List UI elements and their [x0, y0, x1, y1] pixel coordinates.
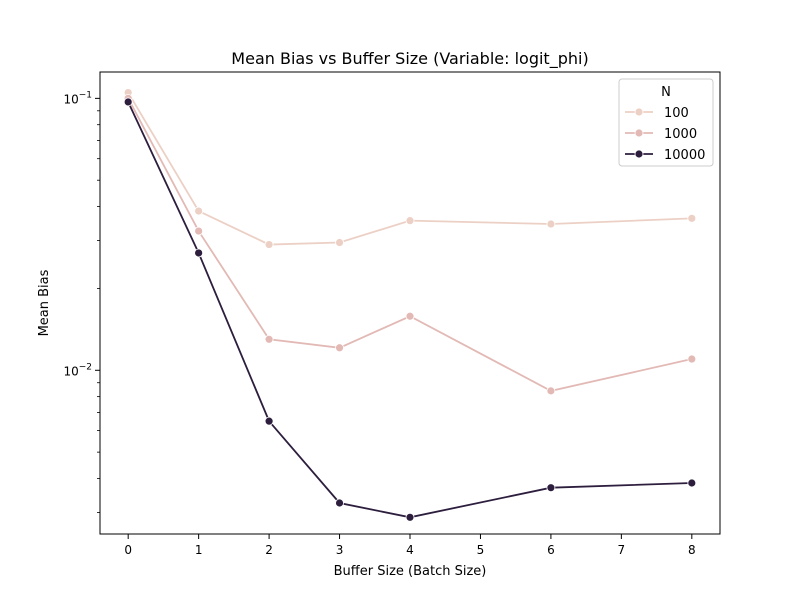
data-point-10000 [405, 512, 415, 522]
y-tick-base: 10 [63, 92, 78, 106]
data-point-100 [194, 206, 204, 216]
x-tick-label: 7 [618, 543, 626, 557]
data-point-10000 [546, 483, 556, 493]
y-tick-exponent: −2 [79, 362, 92, 372]
series-layer [123, 88, 697, 522]
data-point-1000 [687, 354, 697, 364]
data-point-100 [264, 240, 274, 249]
data-point-1000 [335, 343, 344, 353]
x-tick-label: 8 [688, 543, 696, 557]
y-axis-label: Mean Bias [37, 269, 52, 336]
series-line-1000 [127, 97, 693, 392]
x-axis-label: Buffer Size (Batch Size) [334, 564, 487, 579]
legend-entry-label: 1000 [664, 127, 697, 142]
legend: N 100 1000 10000 [618, 78, 714, 167]
x-tick-label: 0 [124, 543, 132, 557]
data-point-100 [335, 238, 344, 247]
series-line-10000 [127, 101, 692, 519]
legend-swatch-marker [634, 107, 644, 117]
data-point-10000 [264, 416, 274, 426]
legend-entry-label: 100 [664, 106, 689, 121]
data-point-1000 [264, 334, 274, 344]
data-point-100 [405, 216, 415, 226]
legend-entry-label: 10000 [664, 148, 705, 163]
data-point-100 [546, 219, 556, 229]
y-tick-exponent: −1 [79, 90, 92, 100]
data-point-10000 [335, 498, 344, 508]
y-tick-base: 10 [63, 364, 78, 378]
data-point-100 [687, 213, 697, 223]
y-tick-label: 10−2 [63, 362, 92, 378]
data-point-1000 [194, 226, 204, 236]
legend-swatch-marker [634, 149, 644, 159]
data-point-10000 [123, 97, 133, 107]
x-tick-label: 5 [477, 543, 485, 557]
x-tick-label: 6 [547, 543, 555, 557]
data-point-1000 [546, 386, 556, 396]
x-axis: 0 1 2 3 4 5 6 7 8 [124, 534, 696, 557]
legend-title: N [661, 85, 671, 100]
x-tick-label: 4 [406, 543, 414, 557]
data-point-10000 [687, 478, 697, 488]
y-tick-label: 10−1 [63, 90, 92, 106]
y-axis: 10−110−2 [63, 90, 100, 513]
legend-swatch-marker [634, 128, 644, 138]
chart-title: Mean Bias vs Buffer Size (Variable: logi… [231, 49, 588, 69]
data-point-1000 [405, 311, 415, 321]
x-tick-label: 1 [195, 543, 203, 557]
x-tick-label: 2 [265, 543, 273, 557]
legend-frame [618, 78, 714, 167]
x-tick-label: 3 [336, 543, 344, 557]
data-point-10000 [194, 248, 204, 258]
